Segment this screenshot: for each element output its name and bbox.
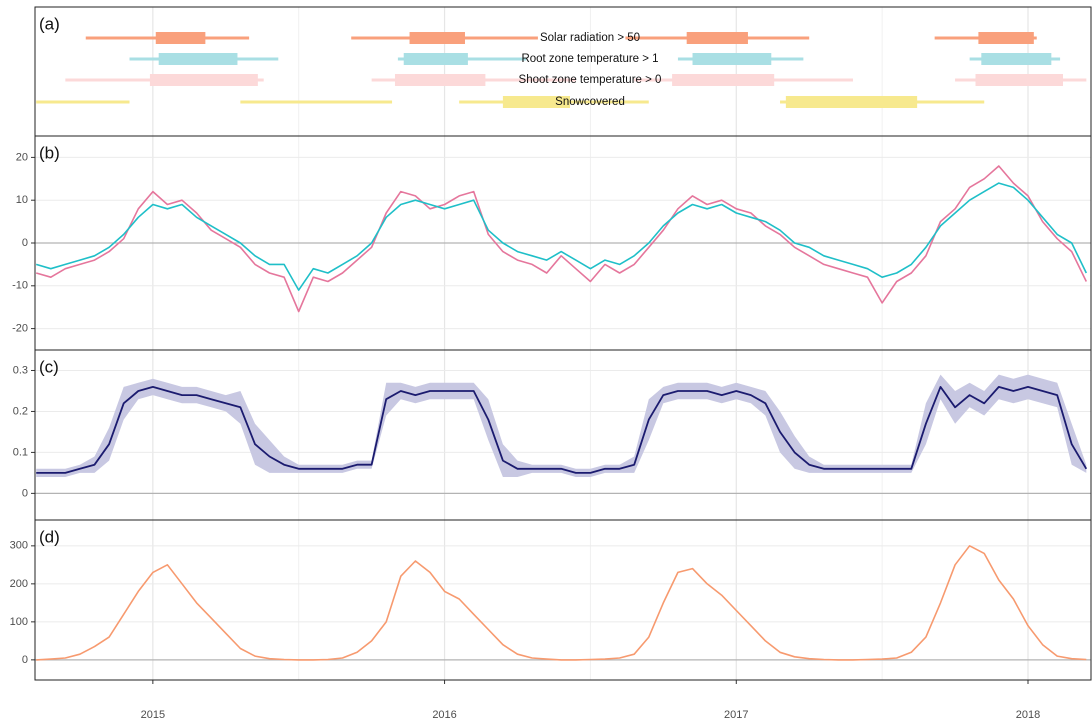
x-tick-label: 2015 xyxy=(141,709,165,721)
y-tick-label: -20 xyxy=(12,323,28,335)
y-tick-label: 0 xyxy=(22,487,28,499)
panel: Solar radiation > 50 Root zone temperatur… xyxy=(34,6,1092,137)
core-bar xyxy=(403,53,468,65)
x-tick-label: 2016 xyxy=(432,709,456,721)
y-tick-label: 10 xyxy=(16,194,28,206)
row-label: Solar radiation > 50 xyxy=(540,32,640,44)
plot-area xyxy=(35,350,1091,520)
row-label: Snowcovered xyxy=(555,96,625,108)
core-bar xyxy=(409,32,465,44)
series-line xyxy=(36,386,1088,474)
plot-area xyxy=(35,136,1091,350)
y-tick-label: 0.3 xyxy=(13,364,28,376)
series-line xyxy=(36,545,1087,661)
core-bar xyxy=(394,74,486,86)
y-tick-label: -10 xyxy=(12,280,28,292)
panel: -20 -10 0 10 20 (b) xyxy=(12,135,1092,351)
core-bar xyxy=(149,74,258,86)
core-bar xyxy=(692,53,772,65)
range-bar xyxy=(36,100,130,104)
y-tick-label: 100 xyxy=(10,616,28,628)
y-tick-label: 200 xyxy=(10,578,28,590)
panel-label: (b) xyxy=(39,143,60,162)
y-tick-label: 0 xyxy=(22,237,28,249)
core-bar xyxy=(686,32,748,44)
core-bar xyxy=(155,32,206,44)
core-bar xyxy=(981,53,1052,65)
x-tick-label: 2017 xyxy=(724,709,748,721)
panel: 2015 2016 2017 2018 0 100 200 300 (d) xyxy=(10,519,1092,721)
y-tick-label: 0 xyxy=(22,654,28,666)
panel-border xyxy=(34,519,1092,681)
core-bar xyxy=(158,53,238,65)
panel: 0 0.1 0.2 0.3 (c) xyxy=(13,349,1092,521)
x-tick-label: 2018 xyxy=(1016,709,1040,721)
panel-label: (d) xyxy=(39,527,60,546)
plot-area xyxy=(36,7,1087,136)
core-bar xyxy=(785,96,918,108)
core-bar xyxy=(502,96,571,108)
core-bar xyxy=(975,74,1063,86)
panel-label: (a) xyxy=(39,14,60,33)
row-label: Shoot zone temperature > 0 xyxy=(519,74,662,86)
row-label: Root zone temperature > 1 xyxy=(521,53,658,65)
y-tick-label: 20 xyxy=(16,151,28,163)
series-line xyxy=(35,182,1088,291)
range-bar xyxy=(240,100,393,104)
panel-border xyxy=(34,349,1092,521)
panel-label: (c) xyxy=(39,357,59,376)
y-tick-label: 0.2 xyxy=(13,405,28,417)
y-tick-label: 300 xyxy=(10,540,28,552)
plot-area xyxy=(35,520,1091,680)
core-bar xyxy=(978,32,1034,44)
core-bar xyxy=(672,74,775,86)
panel-border xyxy=(34,6,1092,137)
series-line xyxy=(35,165,1088,313)
y-tick-label: 0.1 xyxy=(13,446,28,458)
error-band xyxy=(36,374,1087,477)
